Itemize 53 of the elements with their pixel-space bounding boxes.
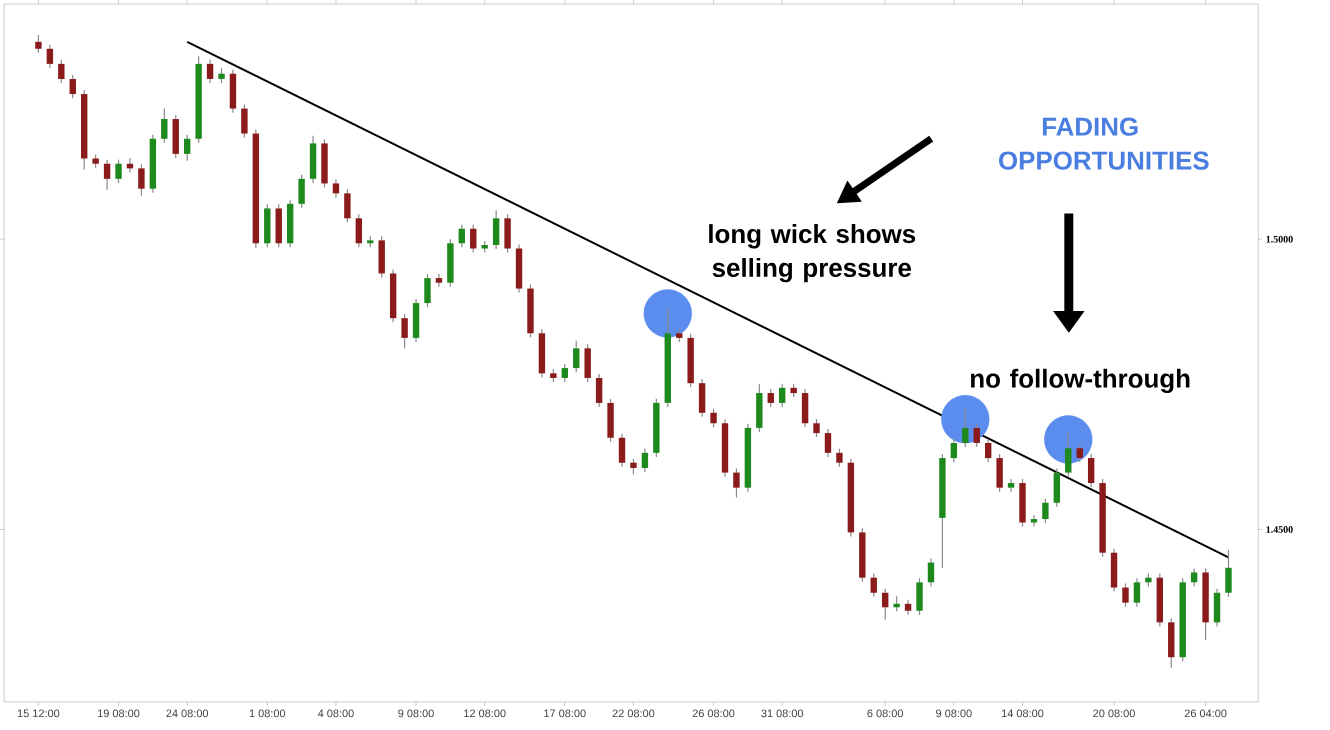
x-tick-label: 24 08:00: [166, 709, 209, 718]
candlestick: [1007, 478, 1015, 493]
candlestick: [927, 557, 935, 588]
candlestick: [641, 448, 649, 473]
point: [643, 289, 692, 338]
annotation: no follow-through: [971, 368, 1190, 394]
candlestick: [138, 163, 145, 197]
x-tick-label: 22 08:00: [612, 709, 655, 718]
annotation: long wick shows selling pressure: [709, 224, 916, 283]
candlestick: [573, 340, 580, 373]
candlestick: [458, 224, 466, 249]
x-tick-label: 26 04:00: [1184, 709, 1227, 718]
candlestick: [779, 383, 786, 408]
candlestick: [435, 273, 443, 288]
x-tick-label: 4 08:00: [317, 709, 354, 718]
x-tick-label: 1 08:00: [249, 709, 286, 718]
annotation: FADING OPPORTUNITIES: [999, 117, 1209, 170]
x-tick-label: 31 08:00: [761, 709, 804, 718]
candlestick: [710, 408, 717, 428]
candlestick: [870, 573, 877, 598]
candlestick: [984, 438, 992, 463]
x-tick-label: 9 08:00: [936, 709, 972, 718]
candlestick: [950, 438, 958, 463]
candlestick: [1133, 577, 1141, 608]
candlestick: [1030, 514, 1038, 528]
x-tick-label: 15 12:00: [17, 709, 60, 718]
candlestick: [881, 588, 889, 621]
x-tick-label: 26 08:00: [692, 709, 735, 718]
candlestick: [115, 159, 122, 184]
x-tick-label: 9 08:00: [398, 709, 434, 718]
candlestick: [46, 44, 54, 69]
candlestick: [470, 224, 477, 254]
candlestick: [973, 423, 980, 448]
candlestick: [401, 313, 408, 350]
candlestick: [1042, 498, 1049, 524]
candlestick: [183, 134, 191, 162]
x-tick-label: 19 08:00: [98, 709, 140, 718]
candlestick: [69, 74, 76, 99]
y-tick-label: 1.4500: [1266, 526, 1293, 533]
x-tick-label: 20 08:00: [1093, 709, 1135, 718]
candlestick: [58, 59, 65, 84]
candlestick: [962, 407, 969, 448]
candlestick: [103, 159, 111, 191]
candlestick: [733, 468, 740, 499]
y-tick-label: 1.5000: [1266, 235, 1293, 243]
x-tick-label: 17 08:00: [544, 709, 586, 718]
candlestick: [206, 59, 214, 84]
x-tick-label: 12 08:00: [464, 709, 506, 718]
x-tick-label: 6 08:00: [867, 709, 904, 718]
candlestick: [824, 428, 832, 458]
x-tick-label: 14 08:00: [1001, 709, 1044, 718]
candlestick: [161, 108, 168, 144]
candlestick: [1122, 582, 1129, 608]
